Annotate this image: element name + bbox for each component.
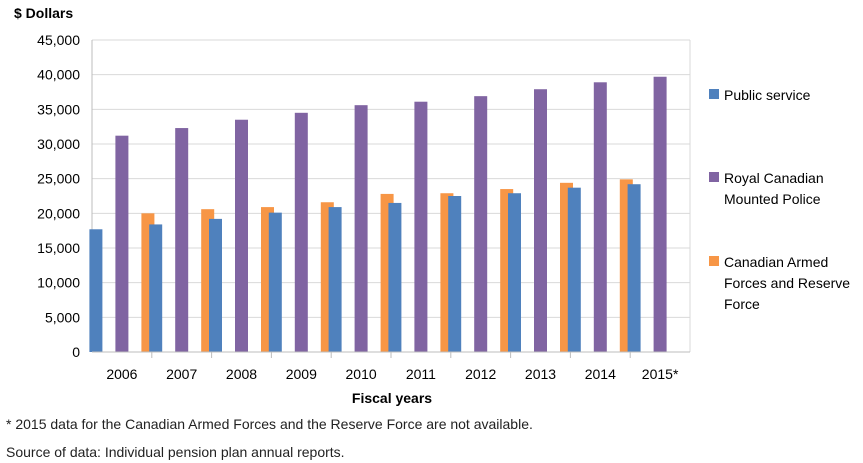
y-axis-ticks: 0 5,000 10,000 15,000 20,000 25,000 30,000 35,0… xyxy=(37,32,80,360)
bar xyxy=(448,196,462,352)
legend-swatch xyxy=(709,256,719,266)
y-tick-label: 10,000 xyxy=(37,275,80,291)
x-axis-title: Fiscal years xyxy=(352,390,432,406)
bar xyxy=(209,218,222,352)
x-tick-label: 2010 xyxy=(346,366,377,382)
bar xyxy=(175,128,189,352)
source-note: Source of data: Individual pension plan … xyxy=(6,444,345,460)
bar xyxy=(414,101,428,352)
footnote: * 2015 data for the Canadian Armed Force… xyxy=(6,416,533,432)
x-tick-label: 2012 xyxy=(465,366,496,382)
legend-label: Force xyxy=(724,296,760,312)
x-tick-label: 2009 xyxy=(286,366,317,382)
y-tick-label: 20,000 xyxy=(37,205,80,221)
legend-label: Royal Canadian xyxy=(724,170,824,186)
bar xyxy=(567,187,581,352)
y-tick-label: 40,000 xyxy=(37,67,80,83)
y-tick-label: 35,000 xyxy=(37,101,80,117)
bar xyxy=(115,135,129,352)
legend-label: Public service xyxy=(724,87,811,103)
y-tick-label: 5,000 xyxy=(45,309,80,325)
y-tick-label: 30,000 xyxy=(37,136,80,152)
bar xyxy=(328,207,342,352)
bar xyxy=(593,82,607,352)
x-tick-label: 2013 xyxy=(525,366,556,382)
x-tick-label: 2014 xyxy=(585,366,616,382)
bar xyxy=(354,105,368,352)
bar xyxy=(508,193,521,352)
bar xyxy=(268,212,282,352)
x-tick-label: 2011 xyxy=(406,366,436,382)
legend: Public service Royal Canadian Mounted Poli… xyxy=(709,87,850,312)
legend-swatch xyxy=(709,89,719,99)
x-tick-label: 2015* xyxy=(642,366,679,382)
bar xyxy=(534,89,547,352)
y-axis-title: $ Dollars xyxy=(14,5,73,21)
x-tick-label: 2008 xyxy=(226,366,257,382)
bar xyxy=(235,119,248,352)
y-tick-label: 0 xyxy=(72,344,80,360)
legend-label: Forces and Reserve xyxy=(724,275,850,291)
bar xyxy=(149,224,163,352)
bar xyxy=(653,76,667,352)
bar xyxy=(388,202,402,352)
bars xyxy=(89,76,667,352)
y-tick-label: 45,000 xyxy=(37,32,80,48)
bar xyxy=(474,96,488,352)
bar xyxy=(89,229,103,352)
y-tick-label: 15,000 xyxy=(37,240,80,256)
x-axis-ticks: 2006 2007 2008 2009 2010 2011 2012 2013 2014 2015… xyxy=(106,352,679,382)
legend-label: Mounted Police xyxy=(724,191,821,207)
bar xyxy=(627,184,641,352)
x-tick-label: 2007 xyxy=(166,366,197,382)
gridlines xyxy=(91,39,691,352)
x-tick-label: 2006 xyxy=(106,366,137,382)
bar xyxy=(294,112,308,352)
y-tick-label: 25,000 xyxy=(37,171,80,187)
legend-label: Canadian Armed xyxy=(724,254,828,270)
legend-swatch xyxy=(709,172,719,182)
